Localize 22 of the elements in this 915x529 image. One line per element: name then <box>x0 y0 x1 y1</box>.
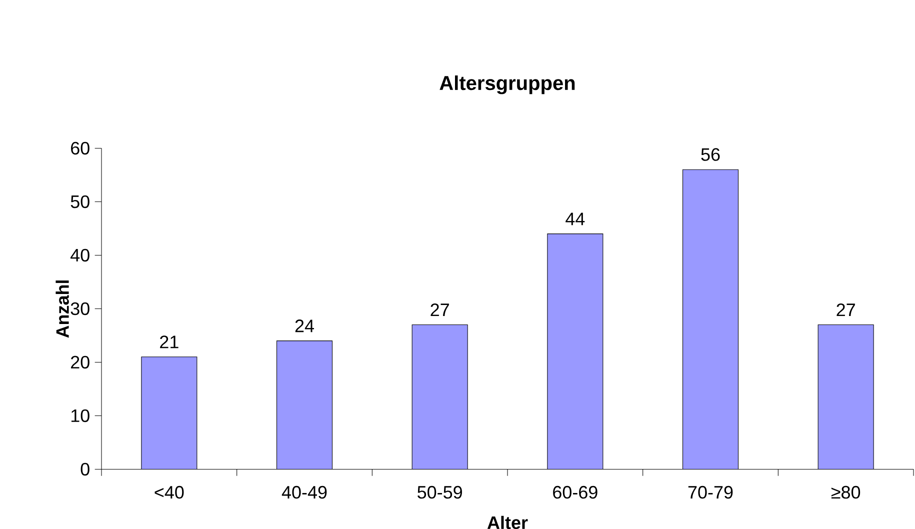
x-tick-label: 60-69 <box>553 486 598 499</box>
y-tick-label: 40 <box>70 248 90 262</box>
data-label: 44 <box>566 212 585 226</box>
x-tick-label: 70-79 <box>688 486 733 499</box>
data-label: 21 <box>160 336 178 348</box>
y-tick-label: 10 <box>71 409 90 422</box>
data-label: 27 <box>430 303 449 316</box>
x-axis-title: Alter <box>487 516 528 529</box>
y-tick-label: 50 <box>70 195 90 208</box>
data-label: 24 <box>295 320 314 332</box>
y-tick-label: 20 <box>71 356 90 369</box>
x-tick-label: ≥80 <box>831 486 860 499</box>
y-axis-title: Anzahl <box>56 280 69 338</box>
data-label: 27 <box>836 303 855 316</box>
x-tick-label: 50-59 <box>418 486 462 499</box>
y-tick-label: 30 <box>70 302 90 316</box>
x-tick-label: <40 <box>154 486 184 499</box>
chart-title: Altersgruppen <box>440 75 575 94</box>
data-label: 56 <box>701 148 720 161</box>
y-tick-label: 0 <box>80 462 90 476</box>
y-tick-label: 60 <box>71 142 90 155</box>
x-tick-label: 40-49 <box>282 486 327 499</box>
